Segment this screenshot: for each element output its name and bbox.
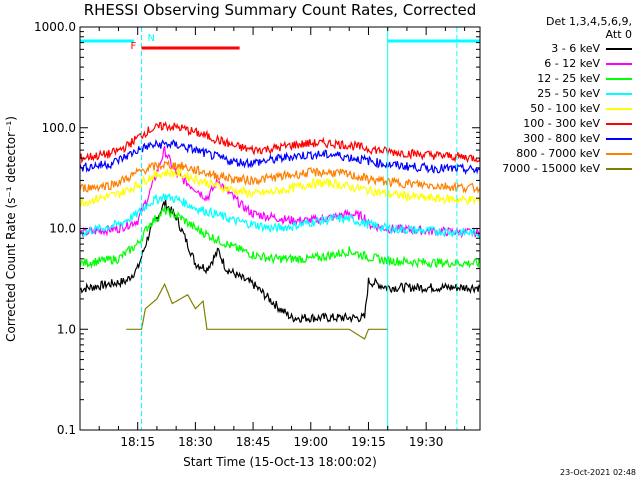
legend-entry-label: 25 - 50 keV — [537, 87, 600, 100]
legend-entry: 3 - 6 keV — [502, 41, 632, 56]
legend: 3 - 6 keV 6 - 12 keV 12 - 25 keV 25 - 50 ke… — [502, 41, 632, 176]
legend-entry: 7000 - 15000 keV — [502, 161, 632, 176]
legend-swatch — [606, 62, 632, 65]
chart-title: RHESSI Observing Summary Count Rates, Co… — [83, 1, 477, 19]
y-tick-label: 0.1 — [57, 423, 76, 437]
legend-entry-label: 3 - 6 keV — [551, 42, 600, 55]
series-line-3 — [79, 193, 481, 239]
legend-entry-label: 50 - 100 keV — [530, 102, 600, 115]
legend-entry: 300 - 800 keV — [502, 131, 632, 146]
y-tick-label: 1.0 — [57, 322, 76, 336]
legend-swatch — [606, 107, 632, 110]
legend-swatch — [606, 47, 632, 50]
series-line-5 — [79, 121, 481, 164]
legend-entry: 800 - 7000 keV — [502, 146, 632, 161]
series-line-6 — [79, 138, 481, 176]
timestamp: 23-Oct-2021 02:48 — [560, 468, 636, 477]
x-tick-label: 19:00 — [293, 435, 328, 449]
y-tick-label: 1000.0 — [34, 20, 76, 34]
series-line-2 — [79, 206, 481, 269]
x-axis-label: Start Time (15-Oct-13 18:00:02) — [183, 455, 377, 469]
x-tick-label: 18:45 — [236, 435, 271, 449]
legend-detectors: Det 1,3,4,5,6,9, — [545, 15, 632, 28]
legend-entry: 100 - 300 keV — [502, 116, 632, 131]
series-line-7 — [79, 159, 481, 194]
y-tick-label: 10.0 — [49, 222, 76, 236]
legend-entry: 25 - 50 keV — [502, 86, 632, 101]
x-tick-label: 18:15 — [120, 435, 155, 449]
legend-entry: 50 - 100 keV — [502, 101, 632, 116]
legend-entry-label: 6 - 12 keV — [544, 57, 600, 70]
x-tick-label: 19:15 — [351, 435, 386, 449]
legend-entry-label: 800 - 7000 keV — [516, 147, 600, 160]
legend-entry: 12 - 25 keV — [502, 71, 632, 86]
legend-swatch — [606, 122, 632, 125]
legend-swatch — [606, 77, 632, 80]
series-layer — [79, 121, 481, 340]
legend-swatch — [606, 137, 632, 140]
flag-label-f: F — [130, 41, 137, 52]
series-line-0 — [79, 199, 481, 324]
x-tick-label: 19:30 — [409, 435, 444, 449]
legend-swatch — [606, 152, 632, 155]
flag-label-n: N — [147, 33, 156, 44]
axes-layer: 0.1 1.0 10.0 100.0 1000.0 18:15 18:30 18:45 19:0… — [34, 20, 481, 449]
legend-swatch — [606, 92, 632, 95]
legend-header: Det 1,3,4,5,6,9, Att 0 — [546, 15, 632, 41]
legend-entry-label: 100 - 300 keV — [523, 117, 600, 130]
legend-entry: 6 - 12 keV — [502, 56, 632, 71]
series-line-8 — [126, 282, 388, 340]
legend-entry-label: 12 - 25 keV — [537, 72, 600, 85]
legend-swatch — [606, 167, 632, 170]
x-tick-label: 18:30 — [178, 435, 213, 449]
legend-attenuator: Att 0 — [605, 28, 632, 41]
legend-entry-label: 7000 - 15000 keV — [502, 162, 600, 175]
legend-entry-label: 300 - 800 keV — [523, 132, 600, 145]
y-tick-label: 100.0 — [42, 121, 76, 135]
series-line-4 — [79, 167, 481, 208]
